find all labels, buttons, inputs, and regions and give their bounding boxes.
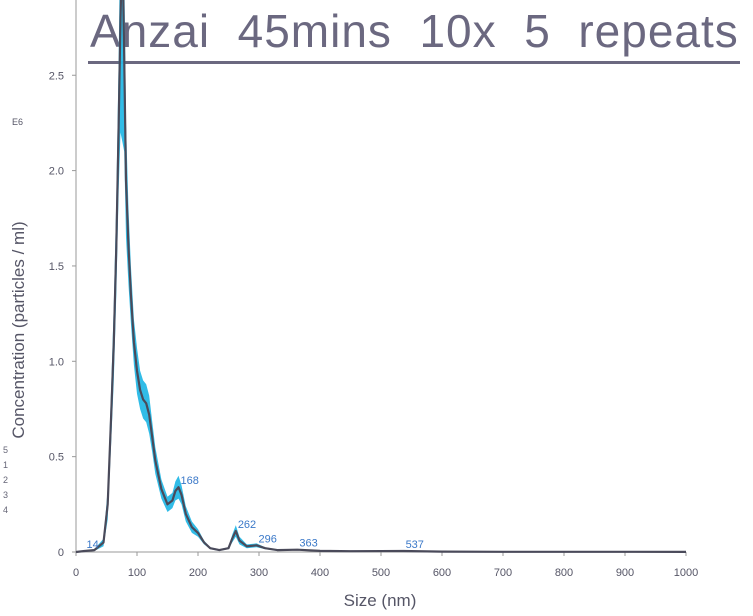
x-tick-label: 500 [372, 567, 390, 579]
chart-title: Anzai 45mins 10x 5 repeats [90, 5, 739, 57]
peak-label: 537 [406, 539, 424, 551]
x-tick-label: 1000 [674, 567, 698, 579]
y-tick-label: 1.5 [49, 261, 64, 273]
edge-marks: 5 1 2 3 4 [3, 445, 8, 515]
peak-label: 296 [259, 533, 277, 545]
y-tick-label: 1.0 [49, 356, 64, 368]
chart-axes [75, 0, 686, 553]
y-tick-label: 2.0 [49, 166, 64, 178]
peak-label: 14 [87, 539, 99, 551]
edge-mark: 4 [3, 505, 8, 515]
y-tick-label: 0.5 [49, 452, 64, 464]
x-tick-label: 400 [311, 567, 329, 579]
mean-line [75, 0, 687, 554]
edge-mark: 2 [3, 475, 8, 485]
edge-mark: 1 [3, 460, 8, 470]
x-tick-label: 200 [189, 567, 207, 579]
x-tick-label: 300 [250, 567, 268, 579]
peak-label: 168 [180, 475, 198, 487]
y-exponent-label: E6 [12, 117, 23, 127]
y-tick-label: 2.5 [49, 70, 64, 82]
x-tick-label: 700 [494, 567, 512, 579]
title-underline [88, 61, 740, 64]
error-band [76, 0, 686, 552]
x-tick-label: 100 [128, 567, 146, 579]
x-tick-label: 800 [555, 567, 573, 579]
x-axis-label: Size (nm) [344, 591, 417, 610]
x-tick-label: 0 [73, 567, 79, 579]
peak-label: 363 [299, 538, 317, 550]
edge-mark: 5 [3, 445, 8, 455]
y-tick-label: 0 [58, 547, 64, 559]
y-ticks: 00.51.01.52.02.53.03.54.0 [49, 70, 76, 559]
x-ticks: 0 100 200 300 400 500 600 700 800 900 1000 [73, 552, 698, 579]
peak-label: 262 [238, 519, 256, 531]
x-tick-label: 900 [616, 567, 634, 579]
peak-labels: 1476168262296363537 [87, 475, 424, 551]
edge-mark: 3 [3, 490, 8, 500]
y-axis-label: Concentration (particles / ml) [9, 221, 28, 438]
x-tick-label: 600 [433, 567, 451, 579]
